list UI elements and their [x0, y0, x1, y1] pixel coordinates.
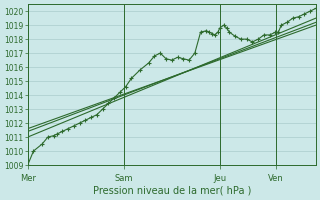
X-axis label: Pression niveau de la mer( hPa ): Pression niveau de la mer( hPa ) [92, 186, 251, 196]
